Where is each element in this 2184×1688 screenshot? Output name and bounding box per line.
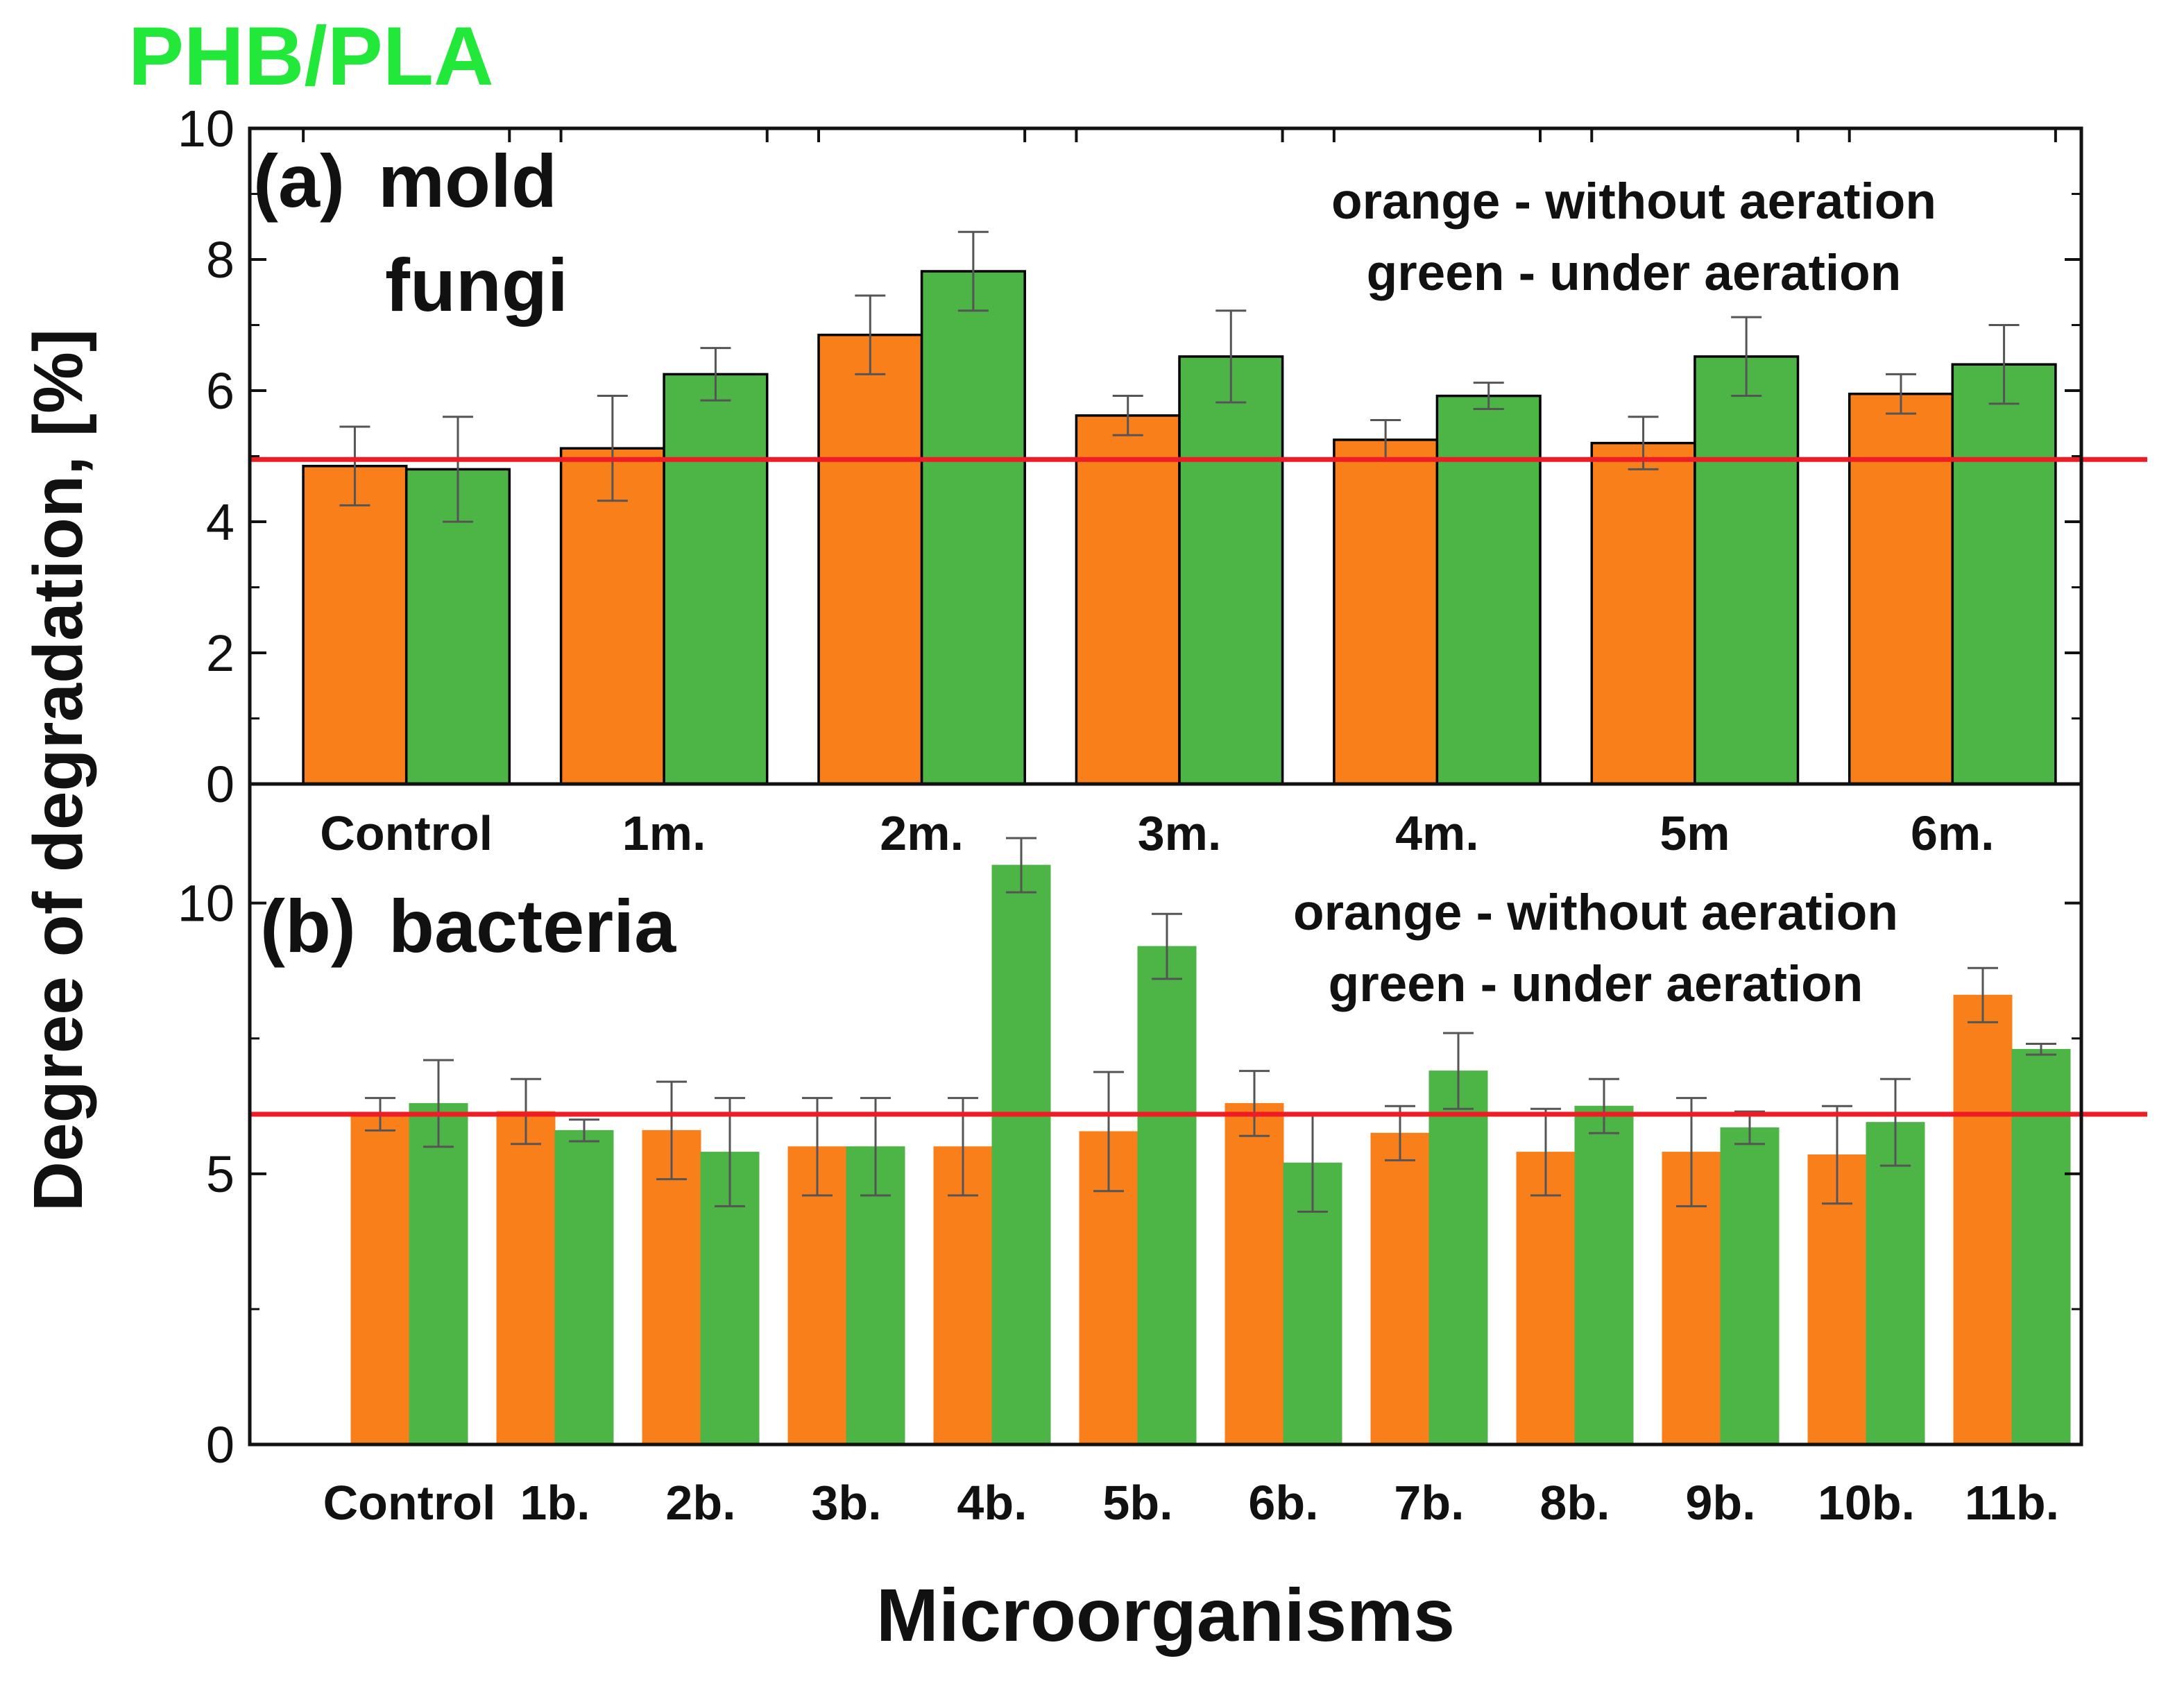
y-tick-label: 10 <box>178 100 234 157</box>
error-bar-green-9b <box>1734 1110 1765 1145</box>
panel-title-line2: fungi <box>385 243 568 327</box>
error-bar-green-10b <box>1880 1077 1911 1167</box>
bar-orange-6b <box>1225 1102 1284 1445</box>
bar-green-4b <box>991 864 1051 1445</box>
y-tick-label: 0 <box>206 756 234 813</box>
panel-label: (a) <box>253 139 345 223</box>
error-bar-orange-8b <box>1530 1107 1561 1197</box>
error-bar-green-5b <box>1152 912 1182 980</box>
y-tick-label: 6 <box>206 362 234 420</box>
category-label: Control <box>320 806 493 860</box>
error-bar-green-Control <box>443 416 473 523</box>
category-label: 8b. <box>1539 1476 1610 1530</box>
error-bar-green-4b <box>1006 837 1036 894</box>
error-bar-green-5m <box>1731 316 1762 398</box>
bar-green-5m <box>1694 355 1800 785</box>
category-label: 9b. <box>1685 1476 1755 1530</box>
error-bar-orange-11b <box>1968 966 1998 1023</box>
legend-line: green - under aeration <box>1329 956 1863 1012</box>
error-bar-green-7b <box>1443 1032 1474 1110</box>
category-label: 11b. <box>1965 1476 2059 1530</box>
legend-line: orange - without aeration <box>1293 885 1898 941</box>
bar-green-4m <box>1435 394 1542 785</box>
legend-line: orange - without aeration <box>1331 173 1936 230</box>
category-label: 10b. <box>1818 1476 1915 1530</box>
category-label: 7b. <box>1394 1476 1464 1530</box>
category-label: 4m. <box>1395 806 1479 860</box>
bar-orange-4m <box>1333 438 1439 785</box>
figure-title: PHB/PLA <box>128 10 494 103</box>
category-label: 3b. <box>811 1476 881 1530</box>
y-tick-label: 2 <box>206 624 234 682</box>
bar-green-11b <box>2011 1048 2071 1445</box>
bar-orange-6m <box>1848 392 1954 785</box>
bar-orange-11b <box>1953 994 2013 1445</box>
bar-green-5b <box>1137 946 1197 1445</box>
bar-orange-Control <box>302 464 408 785</box>
error-bar-orange-2b <box>656 1080 687 1181</box>
legend-line: green - under aeration <box>1367 245 1902 301</box>
panel-a-mold-fungi: Control 1m. 2m. 3m. 4m. 5m 6m. 0 2 4 6 8 10 (a) mold fu… <box>178 100 2147 860</box>
bar-green-2m <box>920 270 1026 785</box>
panel-label: (b) <box>260 884 356 968</box>
error-bar-orange-10b <box>1822 1105 1852 1205</box>
y-tick-label: 8 <box>206 231 234 289</box>
bar-green-10b <box>1866 1122 1925 1445</box>
category-label: 5b. <box>1102 1476 1172 1530</box>
bar-orange-2b <box>642 1129 701 1445</box>
bar-green-3m <box>1178 355 1284 785</box>
error-bar-green-1m <box>700 347 731 402</box>
bar-green-7b <box>1428 1071 1488 1445</box>
bar-orange-7b <box>1370 1132 1430 1445</box>
error-bar-orange-6m <box>1886 373 1916 415</box>
error-bar-green-8b <box>1589 1077 1619 1134</box>
plot-frame <box>248 782 2083 1447</box>
category-label: 5m <box>1660 806 1730 860</box>
bar-orange-1b <box>496 1111 556 1445</box>
bar-orange-2m <box>817 333 923 785</box>
y-tick-label: 5 <box>206 1145 234 1203</box>
bar-orange-3m <box>1075 414 1181 785</box>
error-bar-green-11b <box>2026 1043 2056 1056</box>
error-bar-orange-1b <box>511 1077 541 1145</box>
error-bar-green-2m <box>957 230 989 312</box>
y-tick-label: 0 <box>206 1416 234 1474</box>
category-label: 4b. <box>957 1476 1027 1530</box>
category-label: 1b. <box>520 1476 590 1530</box>
error-bar-green-4m <box>1473 382 1504 410</box>
bar-orange-5m <box>1590 441 1696 785</box>
error-bar-orange-3m <box>1112 395 1143 436</box>
error-bar-green-1b <box>569 1118 599 1143</box>
error-bar-orange-2m <box>855 294 886 375</box>
category-label: 1m. <box>622 806 706 860</box>
bar-green-1b <box>554 1129 614 1445</box>
bar-green-8b <box>1574 1105 1634 1445</box>
error-bar-green-6m <box>1988 324 2020 405</box>
error-bar-orange-6b <box>1239 1070 1270 1137</box>
error-bar-green-3m <box>1215 309 1247 404</box>
category-label: 3m. <box>1138 806 1222 860</box>
y-tick-label: 10 <box>178 875 234 932</box>
panel-b-bacteria: Control 1b. 2b. 3b. 4b. 5b. 6b. 7b. 8b. 9b. 10b. 11… <box>178 782 2147 1530</box>
error-bar-green-Control <box>423 1059 454 1148</box>
error-bar-orange-5b <box>1093 1071 1124 1193</box>
category-label: 2m. <box>880 806 964 860</box>
category-label: 2b. <box>665 1476 735 1530</box>
y-tick-label: 4 <box>206 493 234 551</box>
category-label: 6m. <box>1911 806 1995 860</box>
bar-orange-Control <box>350 1114 410 1445</box>
x-axis-label: Microorganisms <box>876 1573 1455 1657</box>
panel-title: bacteria <box>389 884 676 968</box>
bar-green-6m <box>1951 363 2057 785</box>
error-bar-orange-Control <box>339 425 370 506</box>
bar-green-1m <box>663 373 769 785</box>
error-bar-orange-1m <box>597 395 628 502</box>
category-label: Control <box>323 1476 496 1530</box>
category-label: 6b. <box>1248 1476 1318 1530</box>
y-axis-label: Degree of degradation, [%] <box>19 329 97 1211</box>
bar-green-9b <box>1720 1127 1780 1445</box>
bar-green-Control <box>409 1102 468 1445</box>
panel-title: mold <box>378 139 557 223</box>
